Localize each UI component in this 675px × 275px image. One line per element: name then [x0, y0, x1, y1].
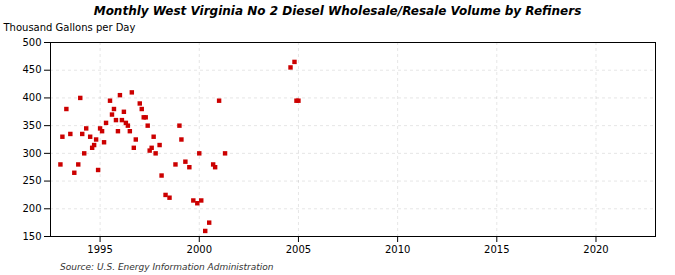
svg-text:300: 300	[22, 148, 41, 159]
svg-text:2015: 2015	[484, 244, 509, 255]
svg-text:2020: 2020	[583, 244, 608, 255]
svg-text:2000: 2000	[187, 244, 212, 255]
svg-text:350: 350	[22, 120, 41, 131]
html-text:Source: U.S. Energy Informatio: Source: U.S. Energy Information Administ…	[60, 262, 274, 272]
svg-text:150: 150	[22, 231, 41, 242]
svg-text:200: 200	[22, 203, 41, 214]
svg-text:1995: 1995	[87, 244, 112, 255]
html-text:Monthly West Virginia No 2 Die: Monthly West Virginia No 2 Diesel Wholes…	[93, 4, 582, 18]
svg-text:400: 400	[22, 92, 41, 103]
svg-text:450: 450	[22, 64, 41, 75]
svg-text:Thousand Gallons per Day: Thousand Gallons per Day	[3, 22, 136, 33]
svg-text:2005: 2005	[286, 244, 311, 255]
svg-text:2010: 2010	[385, 244, 410, 255]
svg-text:250: 250	[22, 175, 41, 186]
svg-text:500: 500	[22, 37, 41, 48]
